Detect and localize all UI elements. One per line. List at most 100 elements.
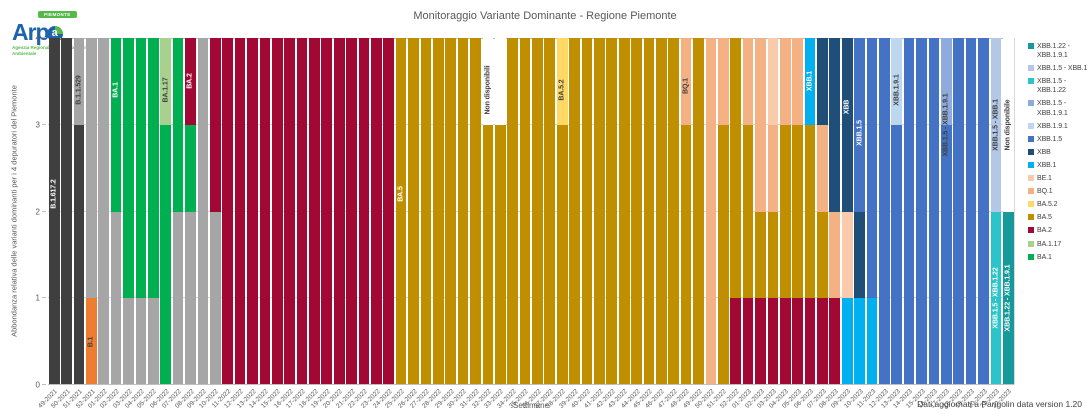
bar-segment-ba.5 [445,38,457,385]
bar: XBB.1 06-2023 [793,38,816,410]
bar: BQ.1 48-2022 [669,38,692,410]
bar-segment-xbb.1.5 [965,38,977,385]
bar: 41-2022 [583,38,605,410]
bar-segment-ba.2 [346,38,357,385]
bar-segment-ba.5 [680,124,692,385]
bar: 34-2022 [496,38,518,410]
bar-segment-xbb.1.5 [854,38,865,212]
bar-segment-ba.5 [408,38,419,385]
legend-item: BA.1 [1028,253,1088,262]
bar-segment-ba.2 [296,38,308,385]
bar-segment-xbb.1.5 [879,38,890,385]
bar-segment-xbb.1.5-xbb.1 [990,38,1002,212]
bar-segment-b.1.1.529 [98,38,110,385]
bar-segment-ba.5 [656,38,667,385]
legend-item: XBB.1.5 - XBB.1 [1028,64,1088,73]
bar: 50-2022 [694,38,717,410]
bar: Non disponibile XBB.1.22 - XBB.1.9.1 22-20… [991,38,1014,410]
bar: 03-2022 [112,38,134,410]
bar: BA.1 02-2022 [99,38,122,410]
bar-segment-ba.5 [643,38,655,385]
bar: 35-2022 [508,38,531,410]
legend-item: BE.1 [1028,174,1088,183]
bar-segment-b.1.617.2 [48,38,60,385]
bar: 45-2022 [632,38,655,410]
bar: 05-2022 [136,38,159,410]
bar-segment-xbb.1 [866,298,878,385]
y-axis: 0 1 2 3 4 [0,34,46,390]
y-tick-label: 1 [35,293,40,303]
bar-segment-ba.1 [135,38,147,299]
bar-segment-ba.5 [519,38,531,385]
bar-segment-b.1.1.529 [110,211,122,385]
gridline [48,123,1014,125]
bar: 51-2022 [706,38,729,410]
y-tick-label: 4 [35,33,40,43]
bar: 03-2023 [756,38,779,410]
bar: XBB.1.5 - XBB.1.9.1 17-2023 [929,38,952,410]
bar-segment-ba.2 [247,38,258,385]
bar-segment-bq.1 [755,38,766,212]
bar-segment-b.1.1.529 [185,211,196,385]
legend-item: XBB.1.22 - XBB.1.9.1 [1028,42,1088,60]
bar: 39-2022 [558,38,580,410]
bar: 01-2022 [87,38,110,410]
bar-segment-b.1.1.529 [123,298,134,385]
y-tick-mark [42,210,46,212]
bar: 16-2023 [917,38,940,410]
bar-segment-ba.1 [123,38,134,299]
bar-segment-ba.5 [395,38,407,385]
y-tick-mark [42,384,46,385]
bar: 49-2022 [682,38,704,410]
bar: 37-2022 [533,38,556,410]
bar: 24-2022 [372,38,395,410]
bar: XBB.1.5 - XBB.1 XBB.1.5 - XBB.1.22 21-2023 [979,38,1002,410]
bar: 20-2022 [322,38,345,410]
y-tick-label: 2 [35,207,40,216]
plot-area: B.1.617.2 49-2021 50-2021 B.1.1.529 51-2021 B… [37,38,1015,410]
bar-segment-non-disponibile [482,38,494,125]
bar: 13-2022 [236,38,258,410]
bar: 05-2023 [781,38,803,410]
legend: XBB.1.22 - XBB.1.9.1 XBB.1.5 - XBB.1 XBB.1… [1028,42,1088,266]
logo-badge: PIEMONTE [38,11,77,18]
bar-segment-ba.5 [594,38,605,385]
legend-item: BQ.1 [1028,187,1088,196]
bar-segment-b.1.1.529 [86,38,97,299]
bar-segment-ba.5 [631,38,642,385]
legend-item: BA.2 [1028,226,1088,235]
bar-segment-ba.2 [817,298,828,385]
bar-segment-ba.5 [755,211,766,299]
bar: 16-2022 [273,38,295,410]
bar: 14-2022 [248,38,271,410]
legend-label: BE.1 [1037,175,1052,183]
bar: B.1 52-2021 [75,38,97,410]
y-tick-label: 3 [35,120,40,130]
bar-segment-ba.2 [333,38,345,385]
bar-segment-ba.1 [147,38,159,299]
bar-segment-ba.2 [767,298,779,385]
bar-segment-ba.2 [209,38,221,212]
bar-segment-ba.5 [730,38,742,299]
legend-swatch [1028,100,1034,107]
legend-label: XBB.1.9.1 [1037,122,1068,130]
bar: 15-2022 [260,38,283,410]
bar-segment-ba.5 [581,38,593,385]
bar-segment-ba.5 [556,124,568,385]
bar-segment-ba.1.17 [160,38,172,125]
bar-segment-b.1.1.529 [147,298,159,385]
bar: 29-2022 [434,38,457,410]
bar-segment-xbb [817,38,828,125]
bar-segment-xbb.1.5 [866,38,878,299]
bar: 20-2023 [967,38,989,410]
bar-segment-ba.5 [742,124,754,299]
bar-segment-ba.1 [185,124,196,212]
bar-segment-xbb.1.5-xbb.1.22 [990,211,1002,385]
y-tick-mark [42,297,46,299]
bar-segment-ba.5 [432,38,444,385]
bar: 43-2022 [607,38,630,410]
bar-segment-ba.2 [792,298,803,385]
logo-globe-icon: a [46,25,63,42]
bar-segment-ba.2 [383,38,395,385]
bar-segment-ba.5 [507,38,518,385]
